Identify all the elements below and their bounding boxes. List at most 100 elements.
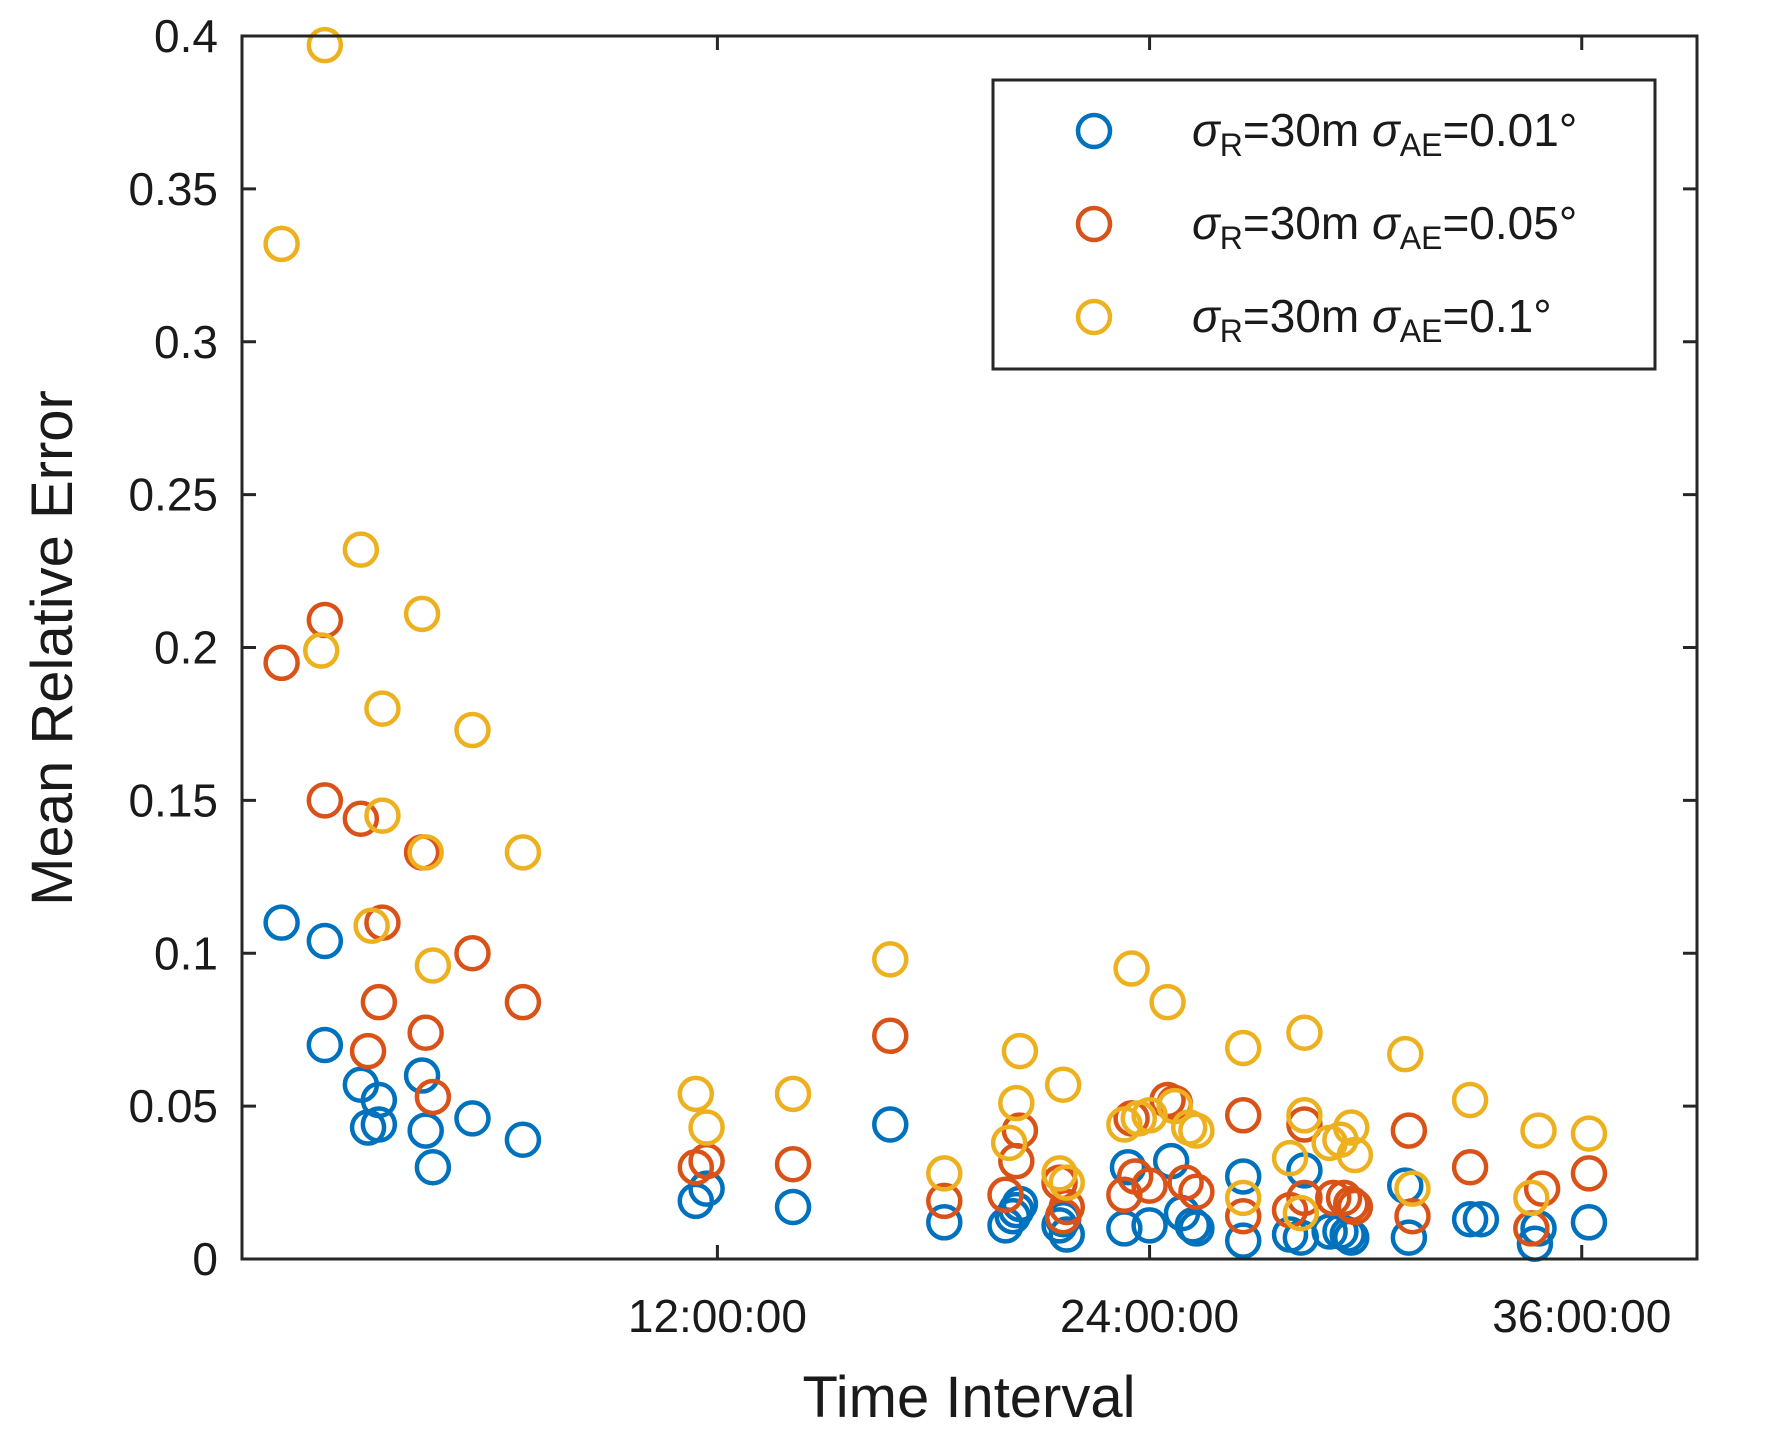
- data-point: [926, 1204, 963, 1241]
- y-tick-label: 0.25: [128, 469, 218, 521]
- legend-text-sub1: R: [1220, 127, 1243, 163]
- legend-text-sub1: R: [1220, 313, 1243, 349]
- data-point: [1387, 1035, 1424, 1073]
- legend-label: σR=30m σAE=0.01°: [1192, 104, 1577, 163]
- data-point: [403, 1057, 441, 1094]
- data-point: [926, 1182, 963, 1220]
- data-point: [872, 941, 909, 978]
- data-point: [1462, 1201, 1500, 1238]
- data-point: [1109, 1149, 1147, 1186]
- y-tick-label: 0.2: [154, 622, 218, 674]
- data-point: [1271, 1139, 1309, 1177]
- legend-label: σR=30m σAE=0.1°: [1192, 290, 1552, 349]
- data-point: [263, 904, 300, 941]
- y-tick-label: 0.35: [128, 163, 218, 215]
- legend-text-mid: =30m: [1243, 104, 1372, 156]
- data-point: [926, 1155, 963, 1192]
- data-point: [454, 935, 491, 972]
- data-point: [990, 1124, 1028, 1162]
- data-point: [1224, 1097, 1262, 1134]
- x-axis-label: Time Interval: [802, 1365, 1135, 1429]
- y-tick-label: 0.3: [154, 316, 218, 368]
- data-point: [1390, 1112, 1428, 1149]
- data-point: [1325, 1179, 1363, 1217]
- data-point: [342, 800, 380, 837]
- data-point: [360, 1106, 398, 1143]
- legend-marker: [1075, 112, 1113, 150]
- data-point: [1570, 1115, 1608, 1152]
- y-tick-label: 0.1: [154, 927, 218, 979]
- legend-text-end: =0.05°: [1442, 197, 1577, 249]
- data-point: [1048, 1216, 1085, 1253]
- data-point: [407, 834, 444, 871]
- data-point: [414, 1149, 452, 1186]
- data-point: [1451, 1081, 1489, 1119]
- data-point: [1570, 1204, 1608, 1241]
- legend-box: [991, 78, 1657, 371]
- data-point: [306, 1026, 344, 1064]
- data-point: [414, 947, 452, 984]
- data-point: [1224, 1029, 1262, 1067]
- data-point: [306, 782, 344, 819]
- legend-marker: [1075, 205, 1113, 243]
- data-point: [1106, 1176, 1143, 1214]
- legend-text-sub1: R: [1220, 220, 1243, 256]
- data-point: [688, 1170, 725, 1207]
- data-point: [774, 1075, 812, 1113]
- data-point: [1131, 1167, 1168, 1204]
- series-3-markers: [263, 26, 1608, 1232]
- legend-text-sym2: σ: [1372, 290, 1402, 342]
- data-point: [1513, 1179, 1550, 1217]
- data-point: [302, 632, 340, 669]
- data-point: [1333, 1185, 1370, 1223]
- data-point: [306, 922, 344, 960]
- legend-text-sym1: σ: [1192, 104, 1222, 156]
- x-axis: 12:00:00 24:00:00 36:00:00: [628, 36, 1671, 1342]
- legend-text-sub2: AE: [1400, 127, 1443, 163]
- data-point: [1333, 1109, 1370, 1146]
- data-point: [342, 531, 380, 568]
- data-point: [872, 1106, 909, 1143]
- data-point: [1570, 1155, 1608, 1192]
- data-point: [1001, 1112, 1039, 1149]
- y-tick-label: 0: [192, 1233, 218, 1285]
- data-point: [1286, 1106, 1323, 1143]
- data-point: [774, 1145, 812, 1183]
- data-point: [504, 983, 542, 1021]
- legend-text-end: =0.01°: [1442, 104, 1577, 156]
- x-tick-label: 36:00:00: [1492, 1290, 1671, 1342]
- legend-text-sub2: AE: [1400, 220, 1443, 256]
- data-point: [454, 711, 491, 749]
- data-point: [1520, 1112, 1557, 1149]
- data-point: [1131, 1097, 1168, 1134]
- data-point: [1286, 1179, 1323, 1217]
- data-point: [1178, 1173, 1215, 1210]
- data-point: [407, 1014, 444, 1051]
- data-point: [504, 834, 542, 871]
- data-point: [403, 595, 441, 633]
- data-point: [1394, 1197, 1431, 1235]
- legend-text-mid: =30m: [1243, 197, 1372, 249]
- data-point: [1131, 1207, 1168, 1244]
- data-point: [1048, 1188, 1085, 1226]
- legend-text-mid: =30m: [1243, 290, 1372, 342]
- data-point: [1048, 1164, 1085, 1201]
- data-point: [306, 26, 344, 64]
- data-point: [1178, 1210, 1215, 1247]
- data-point: [1336, 1136, 1374, 1174]
- data-point: [353, 907, 390, 944]
- data-point: [1041, 1155, 1078, 1192]
- data-point: [1224, 1222, 1262, 1259]
- legend-text-sym1: σ: [1192, 197, 1222, 249]
- data-point: [1315, 1179, 1352, 1217]
- y-tick-label: 0.4: [154, 10, 218, 62]
- data-point: [1224, 1197, 1262, 1235]
- y-tick-label: 0.15: [128, 774, 218, 826]
- legend-label: σR=30m σAE=0.05°: [1192, 197, 1577, 256]
- legend: σR=30m σAE=0.01°σR=30m σAE=0.05°σR=30m σ…: [991, 78, 1657, 371]
- data-point: [1178, 1112, 1215, 1149]
- data-point: [1224, 1179, 1262, 1217]
- y-axis: 0 0.05 0.1 0.15 0.2 0.25 0.3 0.35 0.4: [128, 10, 1697, 1285]
